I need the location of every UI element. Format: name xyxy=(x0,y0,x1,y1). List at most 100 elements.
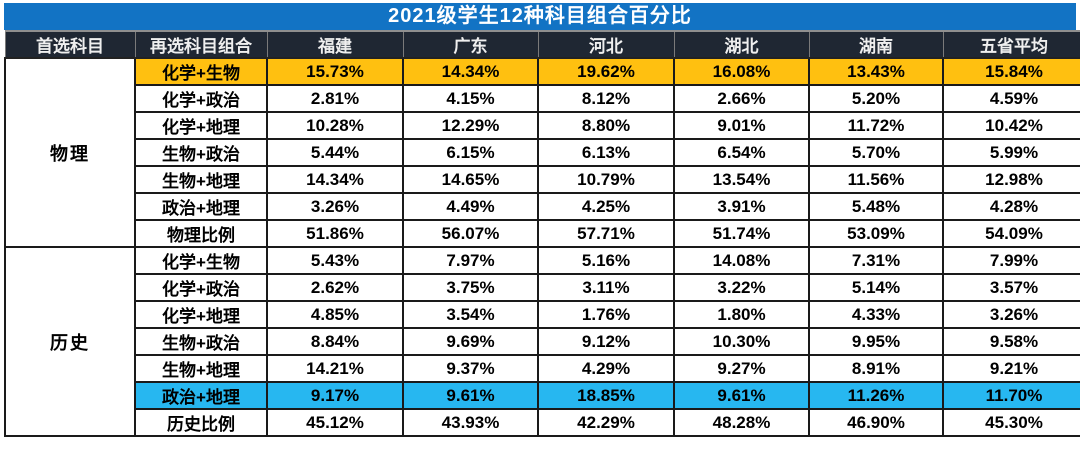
percentage-cell: 42.29% xyxy=(537,408,675,437)
table-row: 化学+政治 2.62% 3.75% 3.11% 3.22% 5.14% 3.57% xyxy=(5,273,1080,302)
percentage-cell: 16.08% xyxy=(673,57,810,86)
combination-label-cell: 生物+政治 xyxy=(134,327,268,356)
column-header-4: 河北 xyxy=(537,30,675,59)
column-header-3: 广东 xyxy=(402,30,539,59)
table-row: 生物+政治 5.44% 6.15% 6.13% 6.54% 5.70% 5.99% xyxy=(5,138,1080,167)
first-choice-subject-cell: 物理 xyxy=(4,57,136,248)
percentage-cell: 8.91% xyxy=(808,354,944,383)
percentage-cell: 46.90% xyxy=(808,408,944,437)
percentage-cell: 11.72% xyxy=(808,111,944,140)
percentage-cell: 5.44% xyxy=(266,138,404,167)
percentage-cell: 48.28% xyxy=(673,408,810,437)
highlighted-table-row: 物理 化学+生物 15.73% 14.34% 19.62% 16.08% 13.43% 15.… xyxy=(4,57,1080,248)
percentage-cell: 51.86% xyxy=(266,219,404,248)
combination-label-cell: 物理比例 xyxy=(134,219,268,248)
percentage-cell: 11.26% xyxy=(808,381,944,410)
percentage-cell: 19.62% xyxy=(537,57,675,86)
table-row: 生物+政治 8.84% 9.69% 9.12% 10.30% 9.95% 9.58% xyxy=(5,327,1080,356)
percentage-cell: 5.70% xyxy=(808,138,944,167)
percentage-cell: 57.71% xyxy=(537,219,675,248)
percentage-cell: 6.13% xyxy=(537,138,675,167)
percentage-cell: 4.29% xyxy=(537,354,675,383)
percentage-cell: 6.54% xyxy=(673,138,810,167)
combination-label-cell: 政治+地理 xyxy=(134,192,268,221)
percentage-cell: 54.09% xyxy=(942,219,1080,248)
table-row: 物理比例 51.86% 56.07% 57.71% 51.74% 53.09% 54.09% xyxy=(5,219,1080,248)
percentage-cell: 11.56% xyxy=(808,165,944,194)
combination-label-cell: 化学+生物 xyxy=(134,246,268,275)
percentage-cell: 5.99% xyxy=(942,138,1080,167)
table-row: 生物+地理 14.34% 14.65% 10.79% 13.54% 11.56% 12.98… xyxy=(5,165,1080,194)
percentage-cell: 5.20% xyxy=(808,84,944,113)
percentage-cell: 4.49% xyxy=(402,192,539,221)
column-header-0: 首选科目 xyxy=(4,30,136,59)
percentage-cell: 12.98% xyxy=(942,165,1080,194)
percentage-cell: 9.21% xyxy=(942,354,1080,383)
combination-label-cell: 化学+政治 xyxy=(134,273,268,302)
combination-label-cell: 生物+地理 xyxy=(134,354,268,383)
percentage-cell: 14.65% xyxy=(402,165,539,194)
percentage-cell: 45.30% xyxy=(942,408,1080,437)
percentage-cell: 3.91% xyxy=(673,192,810,221)
percentage-cell: 11.70% xyxy=(942,381,1080,410)
percentage-cell: 4.33% xyxy=(808,300,944,329)
percentage-cell: 3.26% xyxy=(942,300,1080,329)
percentage-cell: 9.12% xyxy=(537,327,675,356)
percentage-cell: 9.58% xyxy=(942,327,1080,356)
combination-label-cell: 化学+生物 xyxy=(134,57,268,86)
percentage-cell: 56.07% xyxy=(402,219,539,248)
header-row: 首选科目 再选科目组合 福建 广东 河北 湖北 湖南 五省平均 xyxy=(4,30,1080,59)
table-row: 化学+政治 2.81% 4.15% 8.12% 2.66% 5.20% 4.59% xyxy=(5,84,1080,113)
column-header-1: 再选科目组合 xyxy=(134,30,268,59)
percentage-cell: 9.01% xyxy=(673,111,810,140)
column-header-2: 福建 xyxy=(266,30,404,59)
percentage-cell: 43.93% xyxy=(402,408,539,437)
percentage-cell: 5.16% xyxy=(537,246,675,275)
percentage-cell: 3.54% xyxy=(402,300,539,329)
percentage-cell: 7.31% xyxy=(808,246,944,275)
column-header-6: 湖南 xyxy=(808,30,944,59)
combination-label-cell: 化学+地理 xyxy=(134,111,268,140)
percentage-cell: 45.12% xyxy=(266,408,404,437)
combination-label-cell: 生物+地理 xyxy=(134,165,268,194)
percentage-cell: 5.43% xyxy=(266,246,404,275)
percentage-cell: 10.30% xyxy=(673,327,810,356)
percentage-cell: 7.99% xyxy=(942,246,1080,275)
percentage-cell: 2.62% xyxy=(266,273,404,302)
percentage-cell: 4.28% xyxy=(942,192,1080,221)
percentage-cell: 9.61% xyxy=(402,381,539,410)
percentage-cell: 10.42% xyxy=(942,111,1080,140)
percentage-cell: 9.17% xyxy=(266,381,404,410)
percentage-cell: 3.75% xyxy=(402,273,539,302)
table-row: 化学+地理 10.28% 12.29% 8.80% 9.01% 11.72% 10.42% xyxy=(5,111,1080,140)
percentage-cell: 3.22% xyxy=(673,273,810,302)
percentage-cell: 8.80% xyxy=(537,111,675,140)
percentage-cell: 7.97% xyxy=(402,246,539,275)
percentage-cell: 15.84% xyxy=(942,57,1080,86)
combination-label-cell: 政治+地理 xyxy=(134,381,268,410)
percentage-cell: 9.95% xyxy=(808,327,944,356)
percentage-cell: 15.73% xyxy=(266,57,404,86)
percentage-cell: 3.11% xyxy=(537,273,675,302)
percentage-cell: 18.85% xyxy=(537,381,675,410)
table-row: 化学+地理 4.85% 3.54% 1.76% 1.80% 4.33% 3.26% xyxy=(5,300,1080,329)
percentage-cell: 12.29% xyxy=(402,111,539,140)
column-header-5: 湖北 xyxy=(673,30,810,59)
percentage-cell: 8.12% xyxy=(537,84,675,113)
table-title: 2021级学生12种科目组合百分比 xyxy=(4,3,1076,30)
percentage-cell: 9.27% xyxy=(673,354,810,383)
percentage-cell: 2.81% xyxy=(266,84,404,113)
percentage-cell: 1.76% xyxy=(537,300,675,329)
combination-label-cell: 生物+政治 xyxy=(134,138,268,167)
percentage-cell: 8.84% xyxy=(266,327,404,356)
percentage-cell: 3.57% xyxy=(942,273,1080,302)
percentage-cell: 2.66% xyxy=(673,84,810,113)
percentage-cell: 13.54% xyxy=(673,165,810,194)
column-header-7: 五省平均 xyxy=(942,30,1080,59)
table-row: 政治+地理 3.26% 4.49% 4.25% 3.91% 5.48% 4.28% xyxy=(5,192,1080,221)
percentage-cell: 1.80% xyxy=(673,300,810,329)
percentage-cell: 5.48% xyxy=(808,192,944,221)
percentage-cell: 51.74% xyxy=(673,219,810,248)
percentage-cell: 14.34% xyxy=(266,165,404,194)
